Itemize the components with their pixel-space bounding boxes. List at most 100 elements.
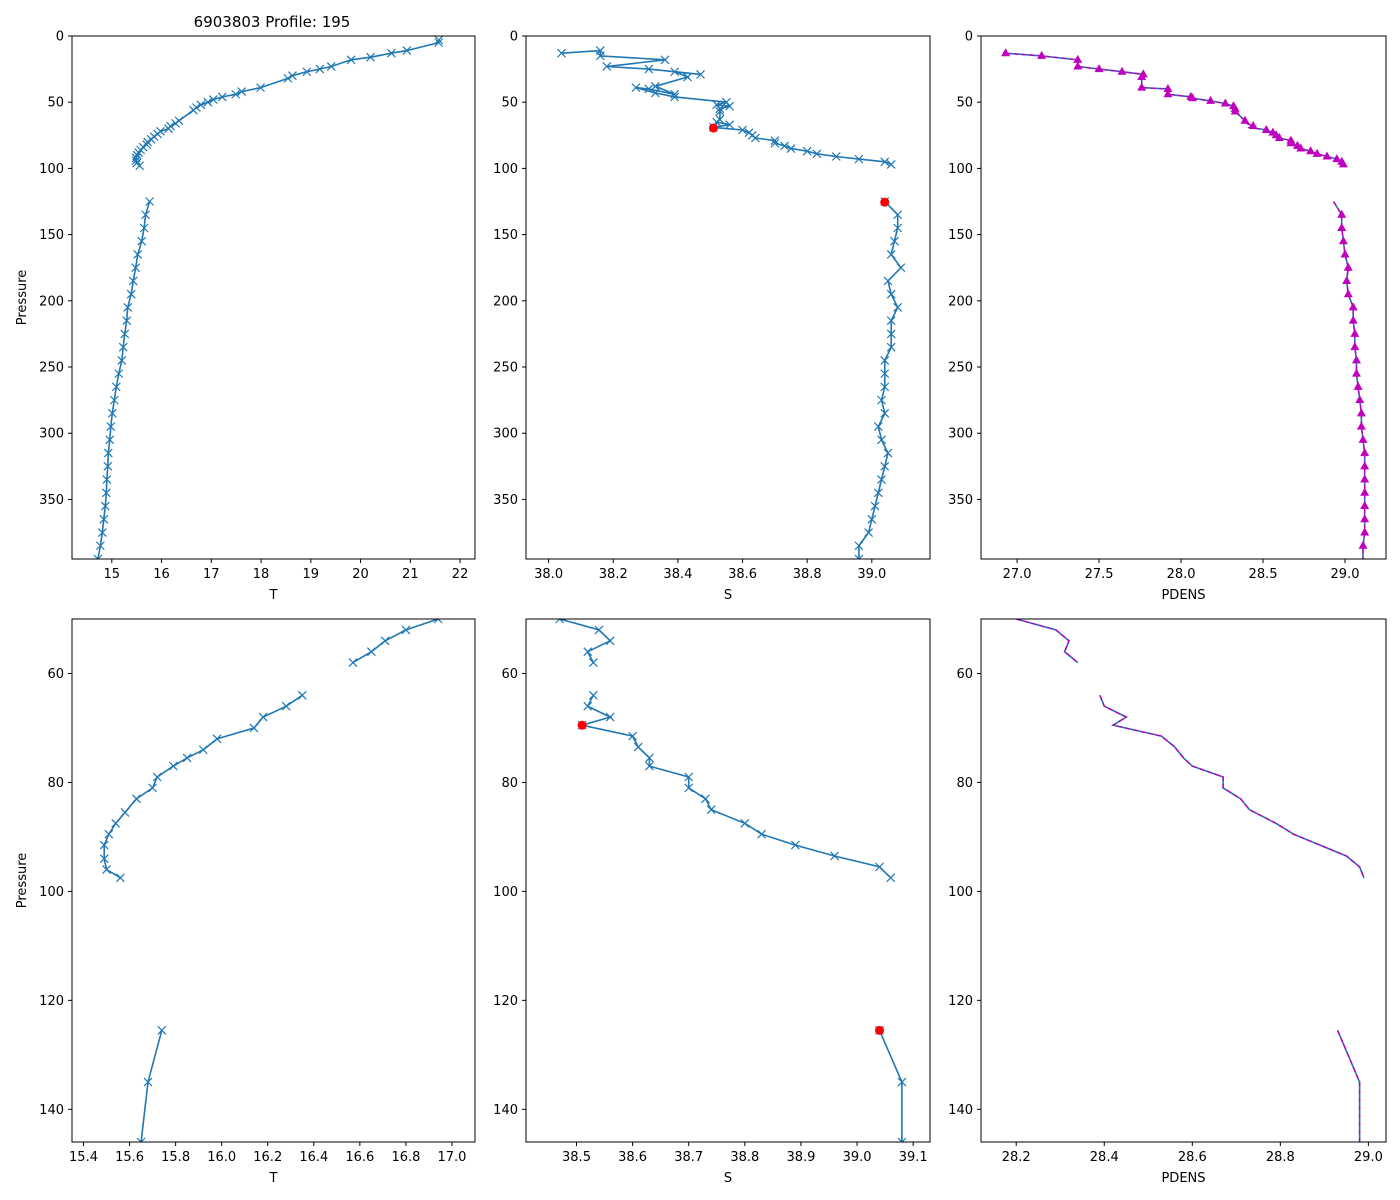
data-point-x xyxy=(107,408,117,418)
data-point-x xyxy=(893,210,903,220)
data-point-triangle xyxy=(1360,448,1370,457)
x-tick-label: 16.6 xyxy=(345,1150,374,1165)
data-point-x xyxy=(594,625,604,635)
data-point-x xyxy=(102,865,111,875)
y-tick-label: 200 xyxy=(39,294,64,309)
data-point-x xyxy=(401,625,411,635)
data-point-x xyxy=(380,636,390,646)
y-tick-label: 350 xyxy=(948,493,973,508)
series-line xyxy=(135,40,440,167)
y-tick-label: 150 xyxy=(39,228,64,243)
data-point-x xyxy=(645,753,654,763)
y-tick-label: 0 xyxy=(510,30,518,45)
flagged-point xyxy=(708,123,718,133)
data-point-x xyxy=(897,1077,907,1087)
x-tick-label: 38.9 xyxy=(786,1150,815,1165)
data-point-x xyxy=(106,422,116,432)
data-point-x xyxy=(148,783,158,793)
data-point-x xyxy=(897,1137,907,1142)
y-tick-label: 80 xyxy=(501,776,518,791)
series-line-dashed xyxy=(1336,1030,1361,1142)
data-point-triangle xyxy=(1322,151,1332,160)
data-point-x xyxy=(203,97,213,107)
panel-top-pdens: 27.0 27.5 28.0 28.5 29.0 0 50 100 150 200 250 300 35… xyxy=(948,30,1387,603)
data-point-x xyxy=(633,742,643,752)
data-point-x xyxy=(893,303,903,312)
data-point-triangle xyxy=(1338,159,1348,168)
data-point-x xyxy=(588,658,598,668)
data-point-x xyxy=(595,51,605,61)
data-point-triangle xyxy=(1350,328,1360,337)
data-point-x xyxy=(644,84,654,94)
data-point-x xyxy=(701,794,710,804)
series-line xyxy=(352,619,439,664)
x-tick-label: 28.4 xyxy=(1090,1150,1119,1165)
data-point-x xyxy=(583,701,593,711)
y-tick-label: 0 xyxy=(56,30,64,45)
data-point-triangle xyxy=(1353,381,1363,390)
data-point-triangle xyxy=(1188,93,1198,102)
data-point-x xyxy=(883,448,893,458)
x-tick-label: 38.0 xyxy=(534,567,563,582)
data-point-triangle xyxy=(1351,355,1361,364)
data-point-x xyxy=(126,289,136,299)
data-point-x xyxy=(131,263,141,273)
data-point-x xyxy=(256,83,265,93)
data-point-x xyxy=(588,690,598,700)
data-point-x xyxy=(886,329,896,339)
plot-area xyxy=(555,619,907,1142)
data-point-x xyxy=(132,794,141,804)
data-point-x xyxy=(790,840,800,850)
data-point-triangle xyxy=(1356,408,1366,417)
data-point-x xyxy=(602,62,612,71)
y-tick-label: 300 xyxy=(493,427,518,442)
data-point-x xyxy=(141,210,151,220)
data-point-x xyxy=(631,83,641,93)
data-point-triangle xyxy=(1073,61,1083,70)
data-point-x xyxy=(831,152,841,161)
data-point-x xyxy=(880,382,890,392)
data-point-x xyxy=(886,289,896,299)
data-point-x xyxy=(117,355,127,365)
y-tick-label: 100 xyxy=(39,885,64,900)
data-point-x xyxy=(366,647,376,657)
y-tick-label: 60 xyxy=(956,667,973,682)
data-point-triangle xyxy=(1360,487,1370,496)
data-point-x xyxy=(555,619,565,624)
data-point-x xyxy=(802,146,812,156)
x-tick-label: 15.8 xyxy=(161,1150,190,1165)
data-point-triangle xyxy=(1356,421,1366,430)
data-point-triangle xyxy=(1001,48,1011,57)
data-point-x xyxy=(757,829,767,839)
x-tick-label: 16.0 xyxy=(207,1150,236,1165)
axes-frame xyxy=(525,35,931,560)
y-tick-label: 100 xyxy=(948,162,973,177)
data-point-triangle xyxy=(1137,72,1147,81)
y-tick-label: 300 xyxy=(948,427,973,442)
data-point-triangle xyxy=(1230,106,1240,115)
data-point-x xyxy=(302,67,312,77)
data-point-x xyxy=(103,461,113,471)
data-point-triangle xyxy=(1337,209,1347,218)
data-point-x xyxy=(880,369,890,379)
data-point-x xyxy=(258,712,268,722)
x-tick-label: 15.4 xyxy=(69,1150,98,1165)
x-tick-label: 29.0 xyxy=(1331,567,1360,582)
y-tick-label: 200 xyxy=(493,294,518,309)
data-point-x xyxy=(103,448,113,458)
data-point-x xyxy=(877,435,886,445)
y-tick-label: 60 xyxy=(47,667,64,682)
y-tick-label: 150 xyxy=(948,228,973,243)
data-point-triangle xyxy=(1261,125,1271,134)
data-point-x xyxy=(864,528,874,537)
data-point-x xyxy=(770,138,780,148)
x-tick-label: 27.5 xyxy=(1085,567,1114,582)
data-point-x xyxy=(830,851,840,861)
x-axis-label: S xyxy=(724,1171,732,1186)
data-point-x xyxy=(886,316,896,326)
data-point-triangle xyxy=(1358,540,1368,549)
data-point-triangle xyxy=(1355,395,1365,404)
y-tick-label: 60 xyxy=(501,667,518,682)
data-point-x xyxy=(873,422,883,432)
